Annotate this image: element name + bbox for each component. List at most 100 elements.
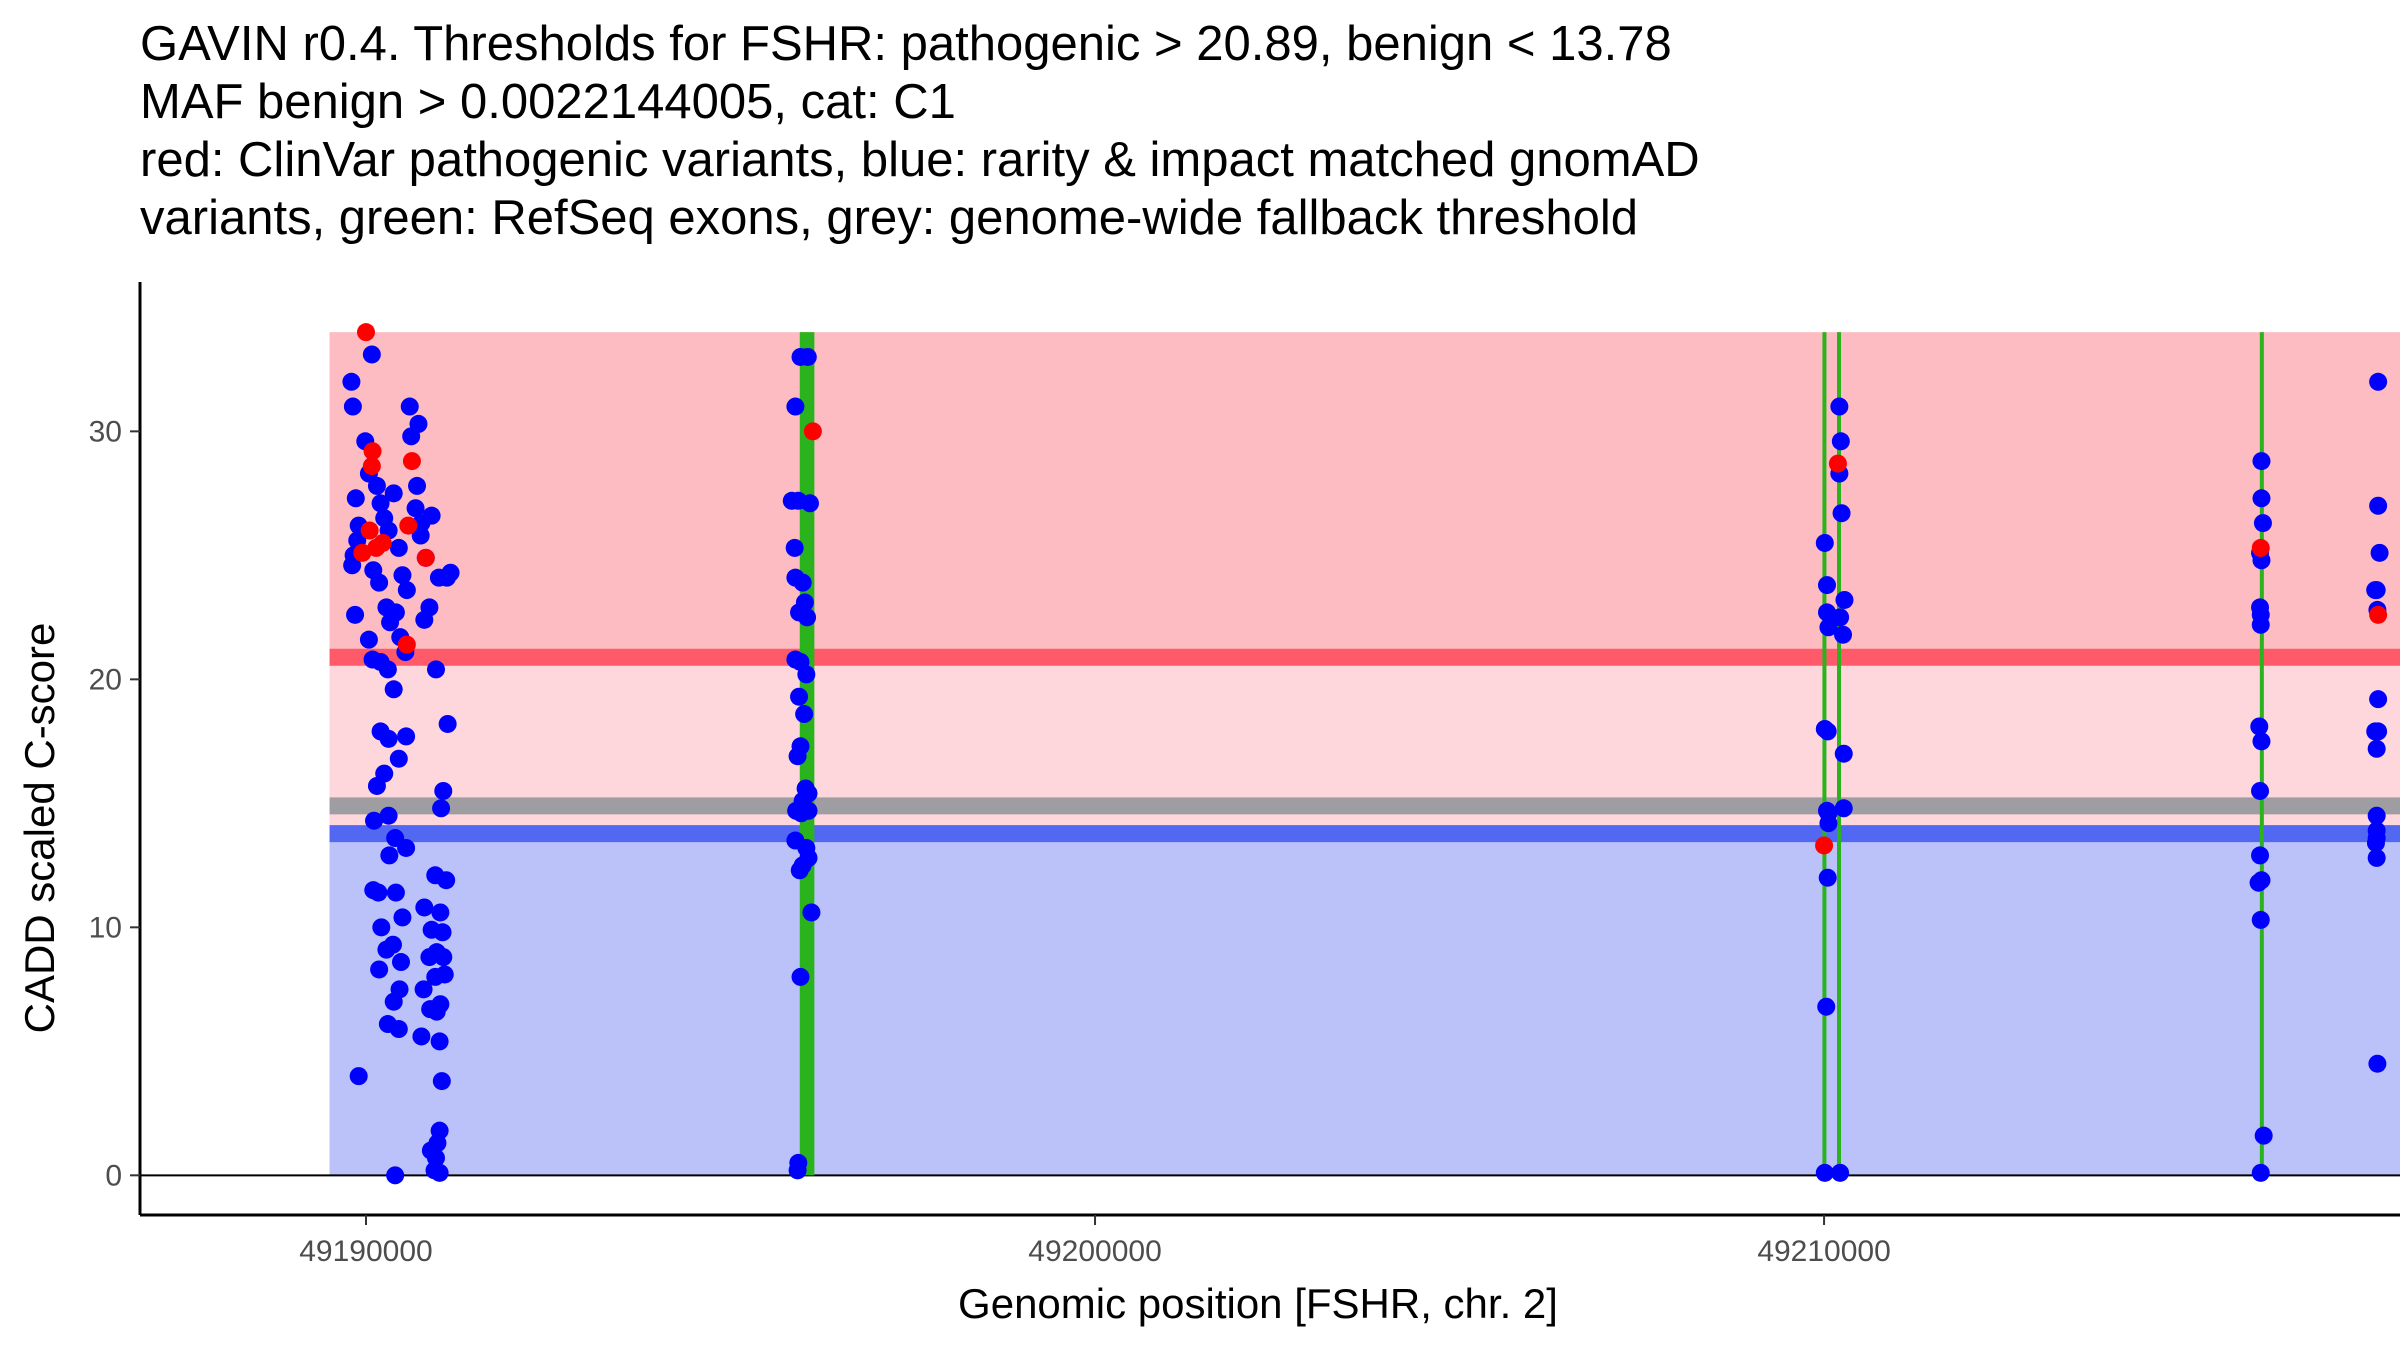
- gnomad-point: [2250, 717, 2269, 736]
- exon-line: [799, 332, 815, 1176]
- clinvar-point: [360, 521, 379, 540]
- gnomad-point: [432, 1072, 451, 1091]
- gnomad-point: [1832, 504, 1851, 523]
- gnomad-point: [435, 965, 454, 984]
- gnomad-point: [390, 980, 409, 999]
- gnomad-point: [1815, 1163, 1834, 1182]
- gnomad-point: [389, 749, 408, 768]
- gnomad-point: [2251, 781, 2270, 800]
- gnomad-point: [1817, 576, 1836, 595]
- gnomad-point: [393, 908, 412, 927]
- data-points: [342, 323, 2389, 1185]
- benign-region: [329, 833, 2400, 1176]
- title-line-4: variants, green: RefSeq exons, grey: gen…: [140, 191, 1638, 245]
- y-axis-title: CADD scaled C-score: [16, 623, 63, 1034]
- gnomad-point: [378, 660, 397, 679]
- gnomad-point: [362, 345, 381, 364]
- gnomad-point: [437, 568, 456, 587]
- gnomad-point: [377, 940, 396, 959]
- gnomad-point: [346, 489, 365, 508]
- gnomad-point: [791, 967, 810, 986]
- gnomad-point: [1831, 1163, 1850, 1182]
- gnomad-point: [372, 918, 391, 937]
- exon-line: [1822, 332, 1827, 1176]
- x-tick-label: 49190000: [299, 1235, 432, 1268]
- gnomad-point: [431, 903, 450, 922]
- gnomad-point: [1834, 625, 1853, 644]
- gnomad-point: [370, 573, 389, 592]
- gnomad-point: [384, 680, 403, 699]
- x-tick-label: 49210000: [1757, 1235, 1890, 1268]
- gnomad-point: [438, 714, 457, 733]
- gnomad-point: [408, 476, 427, 495]
- gnomad-point: [2251, 615, 2270, 634]
- gnomad-point: [2249, 873, 2268, 892]
- gnomad-point: [1834, 799, 1853, 818]
- gnomad-point: [415, 898, 434, 917]
- gnomad-point: [1815, 533, 1834, 552]
- gnomad-point: [386, 603, 405, 622]
- gnomad-point: [2369, 690, 2388, 709]
- gnomad-point: [2367, 739, 2386, 758]
- gnomad-point: [1819, 814, 1838, 833]
- y-tick-label: 30: [89, 415, 122, 448]
- gnomad-point: [414, 980, 433, 999]
- gnomad-point: [2368, 1054, 2387, 1073]
- title-line-1: GAVIN r0.4. Thresholds for FSHR: pathoge…: [140, 17, 1672, 71]
- gnomad-point: [430, 1163, 449, 1182]
- clinvar-point: [1828, 454, 1847, 473]
- exon-line: [2259, 332, 2264, 1176]
- gnomad-point: [397, 581, 416, 600]
- axes: 0 10 20 30 49190000 49200000 49210000: [89, 282, 2400, 1268]
- gnomad-point: [386, 1166, 405, 1185]
- gnomad-point: [2251, 910, 2270, 929]
- gnomad-point: [406, 499, 425, 518]
- gnomad-point: [2253, 514, 2272, 533]
- gnomad-point: [1834, 744, 1853, 763]
- title-line-2: MAF benign > 0.0022144005, cat: C1: [140, 75, 956, 129]
- gnomad-point: [400, 397, 419, 416]
- gnomad-point: [1818, 722, 1837, 741]
- gnomad-point: [800, 494, 819, 513]
- clinvar-point: [2251, 538, 2270, 557]
- gnomad-point: [798, 608, 817, 627]
- x-axis-title: Genomic position [FSHR, chr. 2]: [958, 1280, 1558, 1327]
- gnomad-point: [379, 806, 398, 825]
- gnomad-point: [420, 948, 439, 967]
- gnomad-point: [430, 1032, 449, 1051]
- gnomad-point: [434, 781, 453, 800]
- gnomad-point: [2366, 834, 2385, 853]
- gnomad-point: [797, 665, 816, 684]
- clinvar-point: [803, 422, 822, 441]
- clinvar-point: [367, 538, 386, 557]
- gnomad-point: [790, 687, 809, 706]
- gnomad-point: [397, 838, 416, 857]
- gnomad-point: [426, 660, 445, 679]
- gnomad-point: [437, 871, 456, 890]
- chart-title: GAVIN r0.4. Thresholds for FSHR: pathoge…: [140, 17, 1700, 245]
- gnomad-point: [389, 1020, 408, 1039]
- gnomad-point: [2251, 846, 2270, 865]
- gnomad-point: [359, 630, 378, 649]
- title-line-3: red: ClinVar pathogenic variants, blue: …: [140, 133, 1700, 187]
- gnomad-point: [1817, 997, 1836, 1016]
- gnomad-point: [2370, 543, 2389, 562]
- gnomad-point: [427, 1002, 446, 1021]
- x-tick-label: 49200000: [1028, 1235, 1161, 1268]
- y-tick-label: 20: [89, 663, 122, 696]
- gnomad-point: [788, 747, 807, 766]
- gnomad-point: [786, 397, 805, 416]
- clinvar-point: [399, 516, 418, 535]
- gnomad-point: [349, 1067, 368, 1086]
- gnomad-point: [379, 729, 398, 748]
- gnomad-point: [365, 811, 384, 830]
- threshold-bands: [140, 332, 2400, 1177]
- gnomad-point: [785, 538, 804, 557]
- clinvar-point: [353, 543, 372, 562]
- gnomad-point: [386, 883, 405, 902]
- clinvar-point: [362, 457, 381, 476]
- gnomad-point: [2366, 581, 2385, 600]
- clinvar-point: [2369, 605, 2388, 624]
- gnomad-point: [788, 1161, 807, 1180]
